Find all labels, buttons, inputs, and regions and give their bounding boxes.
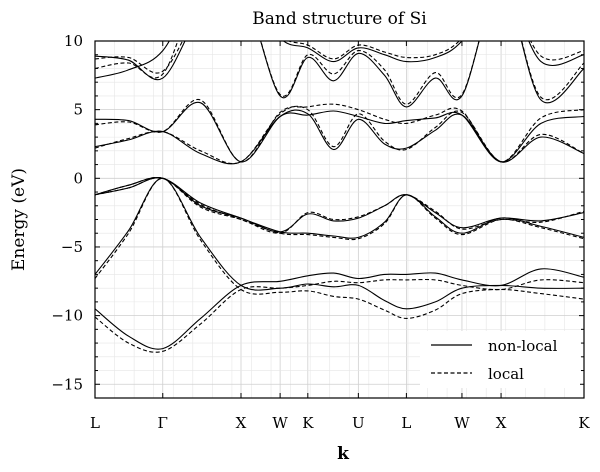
band-line-local-4 xyxy=(95,105,584,164)
legend-label-local: local xyxy=(488,365,524,383)
x-tick-label: U xyxy=(352,414,365,432)
band-line-local-7 xyxy=(95,41,584,74)
x-tick-label: K xyxy=(302,414,314,432)
band-line-local-6 xyxy=(95,41,584,105)
x-axis-label: k xyxy=(337,444,350,464)
y-tick-label: 5 xyxy=(73,101,83,119)
band-line-local-0 xyxy=(95,278,584,353)
band-lines xyxy=(95,41,584,353)
x-tick-label: L xyxy=(401,414,411,432)
y-tick-label: −10 xyxy=(51,307,83,325)
y-tick-label: 0 xyxy=(73,169,83,187)
band-line-local-5 xyxy=(95,99,584,163)
band-line-nonlocal-0 xyxy=(95,268,584,350)
x-tick-label: W xyxy=(272,414,288,432)
band-line-nonlocal-7 xyxy=(95,41,584,81)
band-line-nonlocal-6 xyxy=(95,41,584,108)
band-line-local-1 xyxy=(95,177,584,319)
x-tick-label: X xyxy=(236,414,247,432)
y-tick-label: −5 xyxy=(61,238,83,256)
legend-box xyxy=(420,331,580,388)
chart-title: Band structure of Si xyxy=(252,9,427,29)
legend: non-local local xyxy=(420,331,580,388)
legend-label-non-local: non-local xyxy=(488,337,558,355)
x-tick-label: K xyxy=(578,414,590,432)
band-line-local-3 xyxy=(95,177,584,241)
x-tick-label: X xyxy=(496,414,507,432)
y-axis-label: Energy (eV) xyxy=(9,168,29,271)
series-local xyxy=(95,41,584,353)
y-tick-label: 10 xyxy=(64,32,83,50)
x-tick-label: W xyxy=(454,414,470,432)
x-tick-label: L xyxy=(90,414,100,432)
band-line-nonlocal-4 xyxy=(95,109,584,165)
band-line-local-2 xyxy=(95,177,584,234)
y-tick-label: −15 xyxy=(51,375,83,393)
x-tick-label: Γ xyxy=(158,414,168,432)
band-line-nonlocal-5 xyxy=(95,101,584,163)
